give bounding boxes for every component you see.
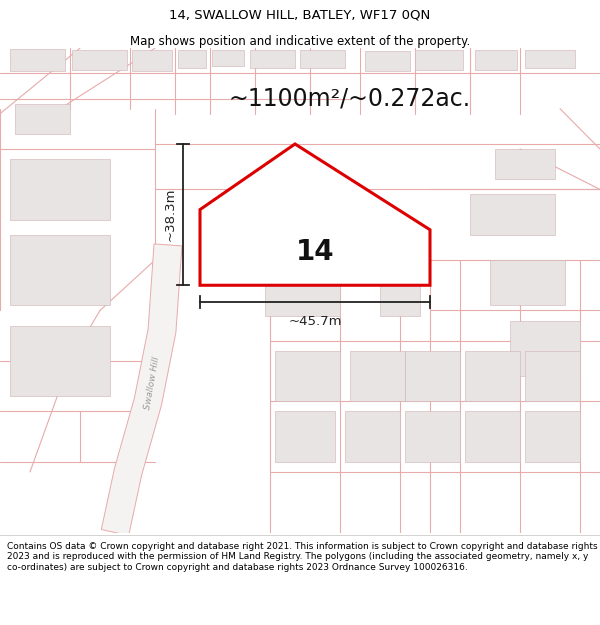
Text: ~1100m²/~0.272ac.: ~1100m²/~0.272ac. <box>229 87 471 111</box>
Bar <box>495 149 555 179</box>
Bar <box>465 351 520 401</box>
Bar <box>345 411 400 462</box>
Text: Contains OS data © Crown copyright and database right 2021. This information is : Contains OS data © Crown copyright and d… <box>7 542 598 571</box>
Bar <box>72 50 127 71</box>
Bar <box>350 351 405 401</box>
Bar <box>465 411 520 462</box>
Bar <box>525 351 580 401</box>
Bar <box>380 285 420 316</box>
Bar <box>275 351 340 401</box>
Bar <box>490 260 565 306</box>
Polygon shape <box>200 144 430 285</box>
Text: 14, SWALLOW HILL, BATLEY, WF17 0QN: 14, SWALLOW HILL, BATLEY, WF17 0QN <box>169 9 431 22</box>
Text: ~38.3m: ~38.3m <box>164 188 177 241</box>
Bar <box>265 270 340 316</box>
Bar <box>300 50 345 68</box>
Bar <box>415 50 463 71</box>
Bar <box>10 49 65 71</box>
Bar <box>212 50 244 66</box>
Bar <box>10 235 110 306</box>
Text: Swallow Hill: Swallow Hill <box>143 356 161 411</box>
Bar <box>132 50 172 71</box>
Bar <box>475 50 517 71</box>
Text: ~45.7m: ~45.7m <box>288 314 342 328</box>
Bar <box>275 411 335 462</box>
Bar <box>525 411 580 462</box>
Bar <box>250 50 295 68</box>
Bar <box>365 51 410 71</box>
Bar <box>10 159 110 219</box>
Polygon shape <box>101 244 182 536</box>
Bar <box>10 326 110 396</box>
Text: 14: 14 <box>296 238 334 266</box>
Bar <box>405 351 460 401</box>
Bar <box>510 321 580 376</box>
Bar <box>15 104 70 134</box>
Text: Map shows position and indicative extent of the property.: Map shows position and indicative extent… <box>130 34 470 48</box>
Bar <box>470 194 555 235</box>
Bar <box>405 411 460 462</box>
Bar <box>178 50 206 68</box>
Bar <box>525 50 575 68</box>
